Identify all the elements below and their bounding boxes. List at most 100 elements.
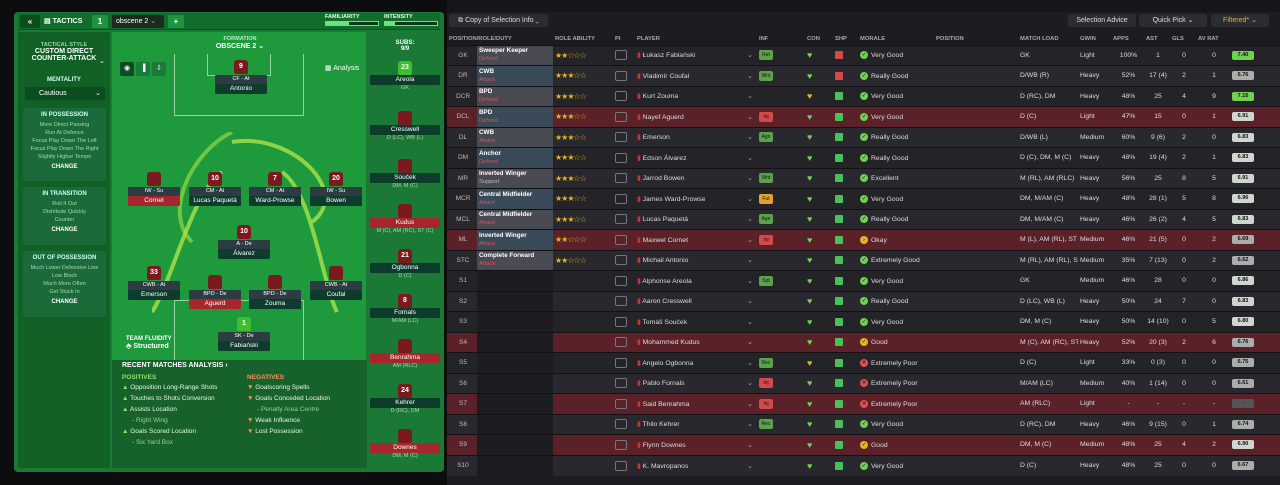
instructions-icon[interactable] — [615, 439, 627, 450]
pi-cell[interactable] — [613, 290, 635, 312]
table-row[interactable]: S4 ▮ Mohammed Kudus ⌄ ♥ ✓ Good M (C), AM (RC),… — [447, 331, 1280, 353]
player-name[interactable]: Flynn Downes — [642, 441, 686, 449]
download-view-icon[interactable]: ⇩ — [152, 62, 166, 76]
pi-cell[interactable] — [613, 167, 635, 189]
instructions-icon[interactable] — [615, 419, 627, 430]
table-row[interactable]: MR Inverted Winger Support ★★★☆☆ ▮ Jarrod Bo… — [447, 167, 1280, 189]
column-header[interactable]: GLS — [1172, 35, 1184, 42]
player-card[interactable]: 1 SK - De Fabiański — [216, 317, 272, 351]
pi-cell[interactable] — [613, 331, 635, 353]
player-cell[interactable]: ▮ Nayef Aguerd ⌄ — [635, 106, 757, 127]
role-cell[interactable] — [477, 454, 553, 476]
player-cell[interactable]: ▮ Vladimír Coufal ⌄ — [635, 65, 757, 86]
in-possession-change-button[interactable]: CHANGE — [51, 164, 78, 170]
position-slot[interactable]: MR — [447, 167, 477, 189]
position-slot[interactable]: S1 — [447, 270, 477, 291]
pi-cell[interactable] — [613, 229, 635, 250]
player-name[interactable]: Jarrod Bowen — [642, 175, 685, 183]
table-row[interactable]: MCR Central Midfielder Attack ★★★☆☆ ▮ James … — [447, 188, 1280, 209]
chevron-down-icon[interactable]: ⌄ — [747, 175, 753, 183]
column-header[interactable]: MORALE — [860, 35, 886, 42]
instructions-icon[interactable] — [615, 255, 627, 266]
sub-card[interactable]: Kudus M (C), AM (RC), ST (C) — [369, 204, 441, 234]
chevron-down-icon[interactable]: ⌄ — [747, 462, 753, 470]
player-cell[interactable]: ▮ Angelo Ogbonna ⌄ — [635, 352, 757, 373]
player-view-icon[interactable]: ◉ — [120, 62, 134, 76]
position-slot[interactable]: STC — [447, 249, 477, 271]
table-row[interactable]: DCL BPD Defend ★★★☆☆ ▮ Nayef Aguerd ⌄ Inj ♥ ✓ Ver… — [447, 106, 1280, 127]
player-card[interactable]: BPD - De Zouma — [247, 275, 303, 309]
player-cell[interactable]: ▮ Emerson ⌄ — [635, 126, 757, 148]
player-name[interactable]: Angelo Ogbonna — [642, 359, 694, 367]
position-slot[interactable]: DCR — [447, 85, 477, 107]
chevron-down-icon[interactable]: ⌄ — [747, 257, 753, 265]
table-row[interactable]: S7 ▮ Said Benrahma ⌄ Inj ♥ ✕ Extremely Poor AM … — [447, 393, 1280, 414]
table-row[interactable]: S1 ▮ Alphonse Areola ⌄ Spt ♥ ✓ Very Good GK Medi… — [447, 270, 1280, 291]
player-name[interactable]: Alphonse Areola — [642, 277, 692, 285]
pi-cell[interactable] — [613, 249, 635, 271]
player-name[interactable]: Nayef Aguerd — [642, 113, 684, 121]
player-card[interactable]: 7 CM - At Ward-Prowse — [247, 172, 303, 206]
table-row[interactable]: GK Sweeper Keeper Defend ★★☆☆☆ ▮ Łukasz Fabi… — [447, 44, 1280, 66]
column-header[interactable]: PI — [615, 35, 621, 42]
position-slot[interactable]: ML — [447, 229, 477, 250]
table-row[interactable]: ML Inverted Winger Attack ★★☆☆☆ ▮ Maxwel Cor… — [447, 229, 1280, 250]
chevron-down-icon[interactable]: ⌄ — [747, 298, 753, 306]
role-cell[interactable]: BPD Defend — [477, 85, 553, 107]
player-card[interactable]: 10 CM - At Lucas Paquetá — [187, 172, 243, 206]
instructions-icon[interactable] — [615, 398, 627, 409]
player-name[interactable]: Michail Antonio — [642, 257, 689, 265]
chevron-down-icon[interactable]: ⌄ — [747, 441, 753, 449]
position-slot[interactable]: GK — [447, 44, 477, 66]
chevron-down-icon[interactable]: ⌄ — [747, 421, 753, 429]
player-cell[interactable]: ▮ K. Mavropanos ⌄ — [635, 454, 757, 476]
pi-cell[interactable] — [613, 393, 635, 414]
player-card[interactable]: 9 CF - At Antonio — [213, 60, 269, 94]
pi-cell[interactable] — [613, 372, 635, 394]
table-row[interactable]: DL CWB Attack ★★★☆☆ ▮ Emerson ⌄ Agn ♥ ✓ Really Go… — [447, 126, 1280, 148]
position-slot[interactable]: DCL — [447, 106, 477, 127]
table-row[interactable]: DR CWB Attack ★★★☆☆ ▮ Vladimír Coufal ⌄ Wnt ♥ ✓ R… — [447, 65, 1280, 86]
instructions-icon[interactable] — [615, 173, 627, 184]
column-header[interactable]: MATCH LOAD — [1020, 35, 1059, 42]
pi-cell[interactable] — [613, 270, 635, 291]
analysis-button[interactable]: ▦ Analysis — [325, 65, 360, 72]
sub-card[interactable]: 24 Kehrer D (RC), DM — [369, 384, 441, 414]
role-cell[interactable] — [477, 372, 553, 394]
player-name[interactable]: Maxwel Cornet — [642, 236, 688, 244]
player-cell[interactable]: ▮ Tomáš Souček ⌄ — [635, 311, 757, 332]
role-cell[interactable]: Inverted Winger Support — [477, 167, 553, 189]
sub-card[interactable]: Benrahma AM (RLC) — [369, 339, 441, 369]
pi-cell[interactable] — [613, 188, 635, 209]
in-transition-change-button[interactable]: CHANGE — [51, 227, 78, 233]
position-slot[interactable]: S4 — [447, 331, 477, 353]
column-header[interactable]: INF — [759, 35, 769, 42]
position-slot[interactable]: S5 — [447, 352, 477, 373]
player-name[interactable]: Łukasz Fabiański — [642, 52, 696, 60]
instructions-icon[interactable] — [615, 152, 627, 163]
role-cell[interactable]: Inverted Winger Attack — [477, 229, 553, 250]
player-cell[interactable]: ▮ Edson Álvarez ⌄ — [635, 147, 757, 168]
chevron-down-icon[interactable]: ⌄ — [747, 318, 753, 326]
table-row[interactable]: S8 ▮ Thilo Kehrer ⌄ Rec ♥ ✓ Very Good D (RC), D… — [447, 413, 1280, 435]
player-name[interactable]: Thilo Kehrer — [642, 421, 680, 429]
pi-cell[interactable] — [613, 65, 635, 86]
instructions-icon[interactable] — [615, 296, 627, 307]
position-slot[interactable]: S2 — [447, 290, 477, 312]
role-cell[interactable]: Anchor Defend — [477, 147, 553, 168]
player-name[interactable]: Pablo Fornals — [642, 380, 685, 388]
player-cell[interactable]: ▮ Mohammed Kudus ⌄ — [635, 331, 757, 353]
sub-card[interactable]: 21 Ogbonna D (C) — [369, 249, 441, 279]
player-cell[interactable]: ▮ Pablo Fornals ⌄ — [635, 372, 757, 394]
player-name[interactable]: Edson Álvarez — [642, 154, 687, 162]
instructions-icon[interactable] — [615, 111, 627, 122]
table-row[interactable]: S3 ▮ Tomáš Souček ⌄ ♥ ✓ Very Good DM, M (C) Hea… — [447, 311, 1280, 332]
position-slot[interactable]: MCR — [447, 188, 477, 209]
add-tactic-button[interactable]: + — [168, 15, 184, 28]
player-cell[interactable]: ▮ Thilo Kehrer ⌄ — [635, 413, 757, 435]
player-card[interactable]: CWB - At Coufal — [308, 266, 364, 300]
chevron-down-icon[interactable]: ⌄ — [747, 113, 753, 121]
column-header[interactable]: APPS — [1113, 35, 1129, 42]
position-slot[interactable]: DL — [447, 126, 477, 148]
tactic-slot[interactable]: 1 — [92, 15, 108, 28]
